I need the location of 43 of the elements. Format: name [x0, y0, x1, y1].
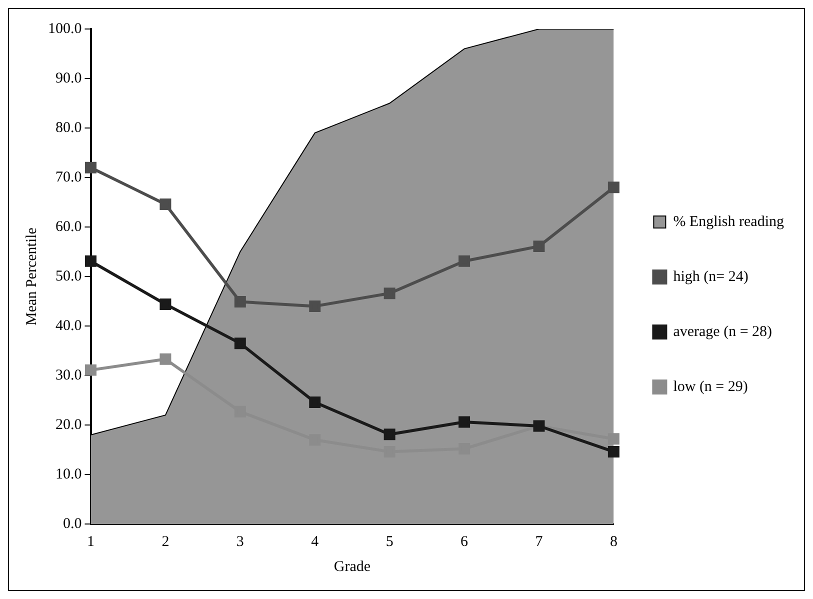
point — [533, 240, 545, 252]
y-tick-label: 20.0 — [56, 416, 82, 433]
point — [85, 364, 96, 376]
y-tick-label: 100.0 — [48, 20, 82, 37]
x-tick-label: 6 — [460, 534, 469, 550]
x-tick-label: 3 — [236, 534, 244, 550]
point — [608, 182, 620, 194]
y-tick-label: 60.0 — [56, 218, 82, 235]
point — [234, 296, 246, 308]
y-tick-label: 80.0 — [56, 120, 82, 136]
x-tick-label: 7 — [535, 534, 544, 550]
x-axis-title: Grade — [334, 558, 371, 575]
y-tick-label: 0.0 — [63, 516, 82, 532]
y-tick-label: 40.0 — [56, 318, 82, 334]
x-tick-label: 2 — [162, 534, 170, 550]
legend-label: average (n = 28) — [673, 324, 772, 340]
y-axis-title: Mean Percentile — [24, 227, 40, 326]
point — [160, 198, 172, 210]
point — [384, 288, 396, 300]
point — [458, 416, 470, 428]
y-tick-label: 30.0 — [56, 367, 82, 384]
point — [384, 428, 396, 440]
point — [160, 298, 172, 310]
point — [608, 446, 620, 458]
point — [85, 162, 96, 174]
point — [160, 353, 172, 365]
point — [309, 396, 321, 408]
x-tick-label: 8 — [610, 534, 618, 550]
point — [309, 300, 321, 312]
legend-label: low (n = 29) — [673, 378, 748, 395]
point — [85, 255, 96, 267]
x-tick-label: 4 — [311, 534, 320, 550]
y-tick-label: 90.0 — [56, 70, 82, 86]
legend-label: high (n= 24) — [673, 268, 748, 285]
x-tick-label: 5 — [386, 534, 394, 550]
y-tick-label: 70.0 — [56, 169, 82, 186]
y-tick-label: 50.0 — [56, 268, 82, 284]
x-tick-label: 1 — [87, 534, 94, 550]
point — [234, 338, 246, 350]
point — [608, 433, 620, 445]
y-tick-label: 10.0 — [56, 466, 82, 482]
legend-label: % English reading — [673, 214, 784, 230]
point — [458, 255, 470, 267]
